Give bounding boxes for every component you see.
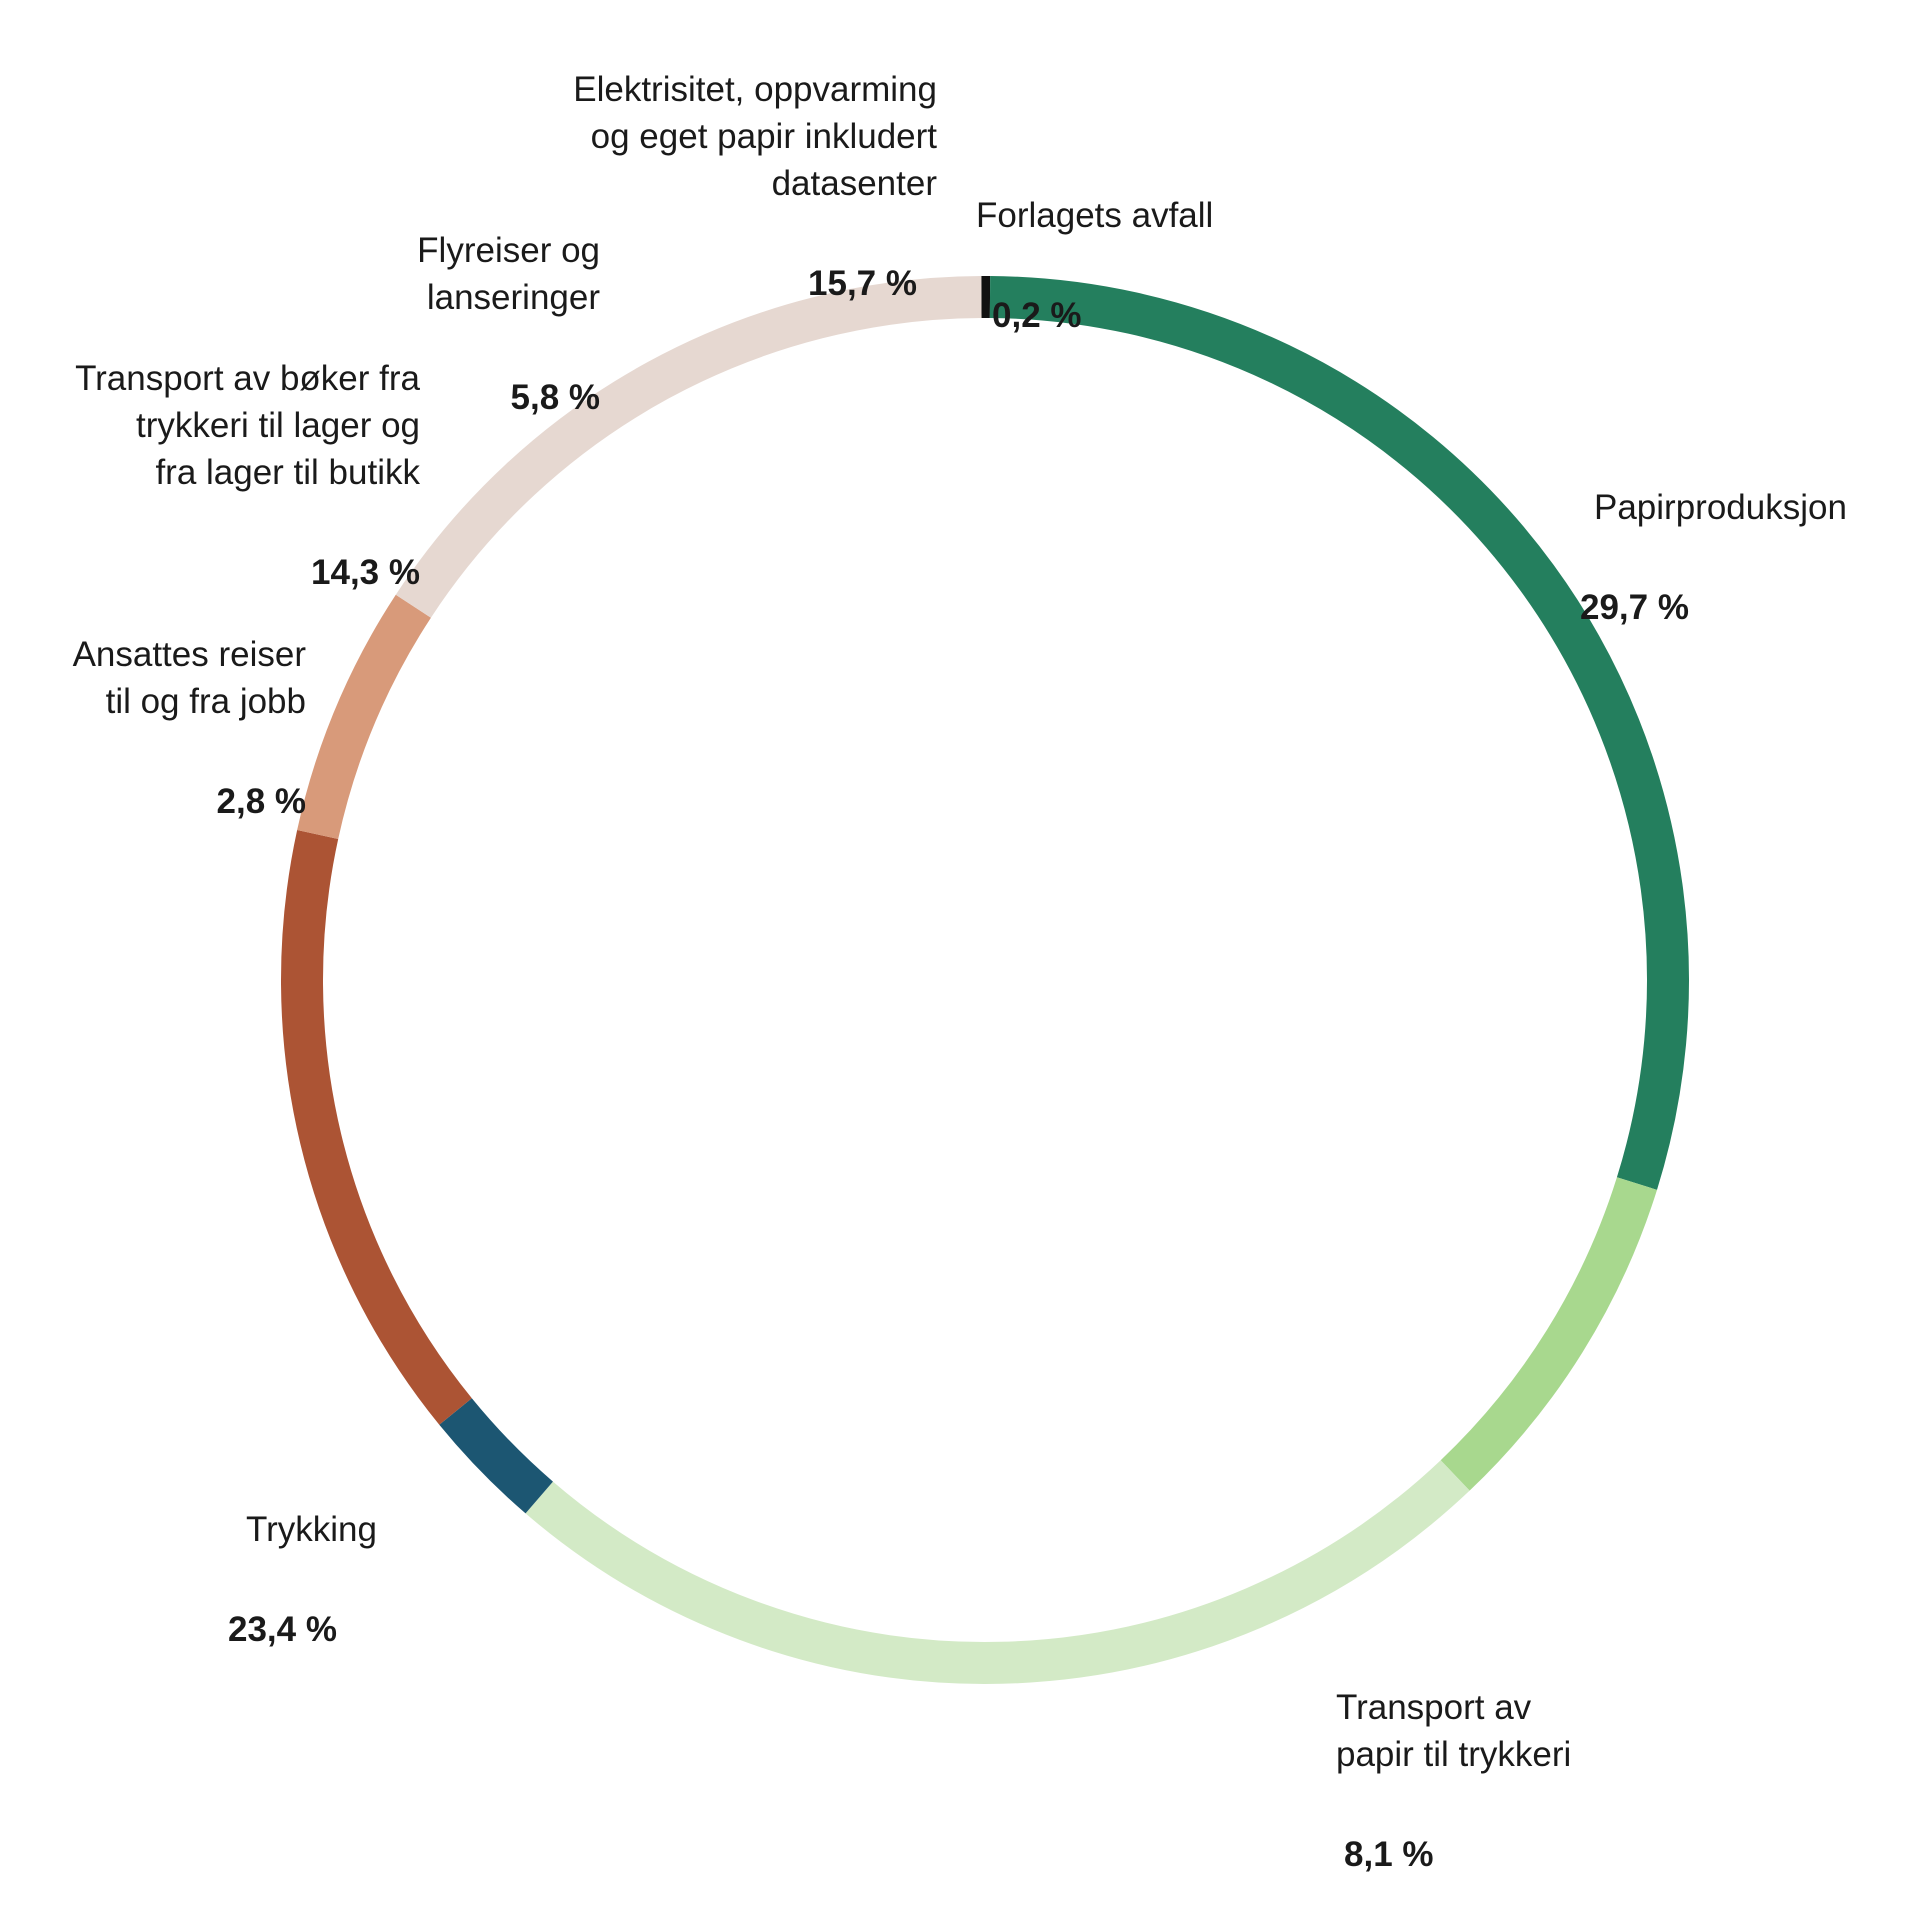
slice-percent: 23,4 %	[228, 1606, 377, 1653]
slice-label: Elektrisitet, oppvarming og eget papir i…	[430, 66, 937, 207]
slice-1	[990, 297, 1668, 1184]
slice-percent: 5,8 %	[300, 374, 600, 421]
slice-percent: 0,2 %	[992, 292, 1213, 339]
label-papirproduksjon: Papirproduksjon 29,7 %	[1594, 437, 1847, 678]
slice-label: Ansattes reiser til og fra jobb	[20, 631, 306, 725]
slice-percent: 2,8 %	[20, 778, 306, 825]
label-transport-papir: Transport av papir til trykkeri 8,1 %	[1336, 1637, 1571, 1925]
slice-label: Trykking	[246, 1506, 377, 1553]
label-trykking: Trykking 23,4 %	[246, 1459, 377, 1700]
slice-3	[539, 1475, 1455, 1663]
slice-5	[302, 835, 456, 1412]
slice-label: Papirproduksjon	[1594, 484, 1847, 531]
donut-slices	[302, 297, 1668, 1663]
slice-percent: 15,7 %	[430, 260, 917, 307]
slice-percent: 8,1 %	[1344, 1831, 1571, 1878]
slice-percent: 29,7 %	[1580, 584, 1847, 631]
slice-label: Transport av papir til trykkeri	[1336, 1684, 1571, 1778]
slice-4	[456, 1411, 540, 1497]
slice-percent: 14,3 %	[10, 549, 420, 596]
slice-label: Forlagets avfall	[976, 192, 1213, 239]
label-forlagets-avfall: Forlagets avfall 0,2 %	[976, 145, 1213, 386]
slice-2	[1455, 1184, 1637, 1476]
label-elektrisitet: Elektrisitet, oppvarming og eget papir i…	[430, 19, 937, 354]
